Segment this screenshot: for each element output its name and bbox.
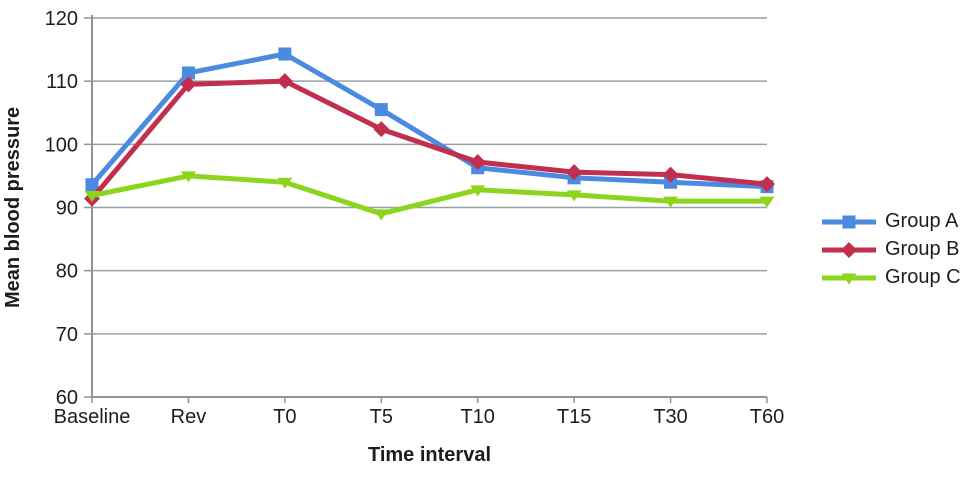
svg-text:70: 70 [56, 324, 78, 346]
legend-label: Group B [885, 238, 960, 260]
svg-text:T0: T0 [273, 406, 296, 428]
legend-item-group-c: Group C [820, 266, 961, 289]
group-b-line-marker-icon [822, 241, 876, 258]
svg-text:T30: T30 [653, 406, 687, 428]
svg-text:100: 100 [45, 134, 78, 156]
svg-text:Baseline: Baseline [54, 406, 131, 428]
legend-item-group-b: Group B [820, 238, 961, 261]
svg-text:T10: T10 [460, 406, 494, 428]
svg-text:Rev: Rev [171, 406, 207, 428]
svg-text:T15: T15 [557, 406, 591, 428]
svg-text:110: 110 [46, 71, 78, 93]
group-c-line-marker-icon [822, 273, 876, 284]
legend-label: Group C [885, 266, 961, 288]
legend-item-group-a: Group A [820, 210, 961, 233]
y-axis-title: Mean blood pressure [2, 106, 24, 309]
svg-text:60: 60 [56, 387, 78, 409]
legend-label: Group A [885, 210, 959, 232]
svg-text:T60: T60 [750, 406, 784, 428]
legend: Group A Group B Group C [820, 210, 961, 289]
x-axis-title: Time interval [367, 444, 492, 466]
svg-text:T5: T5 [370, 406, 393, 428]
svg-text:90: 90 [56, 198, 78, 220]
group-a-line-marker-icon [822, 215, 876, 228]
svg-text:80: 80 [56, 261, 78, 283]
svg-text:120: 120 [45, 8, 78, 30]
